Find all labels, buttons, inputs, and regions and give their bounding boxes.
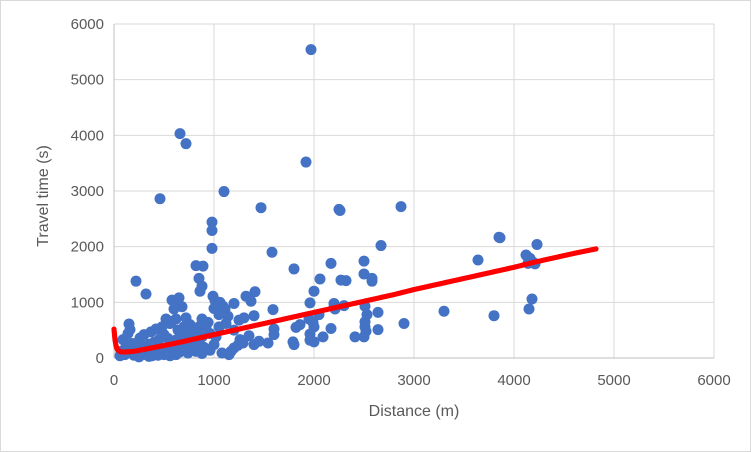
data-point [526, 293, 538, 305]
data-point [143, 350, 155, 362]
data-point [216, 347, 228, 359]
data-point [228, 297, 240, 309]
data-point [304, 328, 316, 340]
data-point [325, 322, 337, 334]
data-point [375, 240, 387, 252]
data-point [300, 156, 312, 168]
data-point [238, 312, 250, 324]
y-tick-label: 2000 [71, 239, 104, 256]
data-point [197, 260, 209, 272]
data-point [305, 44, 317, 56]
data-point [262, 337, 274, 349]
data-point [372, 324, 384, 336]
y-tick-label: 1000 [71, 294, 104, 311]
data-point [358, 255, 370, 267]
data-point [334, 204, 346, 216]
data-point [168, 303, 180, 315]
data-point [245, 295, 257, 307]
y-axis-title: Travel time (s) [35, 145, 52, 247]
data-point [180, 138, 192, 150]
observed-points [114, 44, 543, 363]
data-point [340, 275, 352, 287]
data-point [290, 321, 302, 333]
data-point [472, 254, 484, 266]
data-point [349, 331, 361, 343]
data-point [266, 246, 278, 258]
data-point [359, 316, 371, 328]
data-point [248, 339, 260, 351]
y-tick-label: 3000 [71, 183, 104, 200]
data-point [206, 242, 218, 254]
data-point [174, 128, 186, 140]
data-point [154, 193, 166, 205]
fitted-curve-points [111, 246, 599, 355]
fit-point [593, 246, 599, 252]
data-point [160, 313, 172, 325]
data-point [288, 339, 300, 351]
x-tick-label: 2000 [297, 372, 330, 389]
x-tick-label: 6000 [697, 372, 730, 389]
data-point [206, 216, 218, 228]
data-point [255, 202, 267, 214]
data-point [314, 273, 326, 285]
data-point [494, 232, 506, 244]
x-tick-label: 4000 [497, 372, 530, 389]
data-point [325, 257, 337, 269]
data-point [308, 285, 320, 297]
data-point [438, 305, 450, 317]
data-point [248, 310, 260, 322]
data-point [124, 324, 136, 336]
data-point [523, 303, 535, 315]
y-tick-label: 5000 [71, 72, 104, 89]
data-point [531, 238, 543, 250]
data-point [317, 331, 329, 343]
data-point [213, 309, 225, 321]
data-point [395, 201, 407, 213]
y-tick-label: 4000 [71, 127, 104, 144]
data-point [488, 310, 500, 322]
x-tick-label: 0 [110, 372, 118, 389]
y-tick-labels: 0 1000 2000 3000 4000 5000 6000 [71, 16, 104, 367]
x-axis-title: Distance (m) [369, 403, 460, 420]
data-point [372, 306, 384, 318]
data-point [194, 285, 206, 297]
data-point [133, 351, 145, 363]
gridlines [114, 23, 715, 358]
y-tick-label: 0 [96, 350, 104, 367]
data-point [172, 324, 184, 336]
data-point [243, 330, 255, 342]
data-point [218, 186, 230, 198]
data-point [206, 225, 218, 237]
data-point [288, 263, 300, 275]
data-point [358, 268, 370, 280]
data-point [249, 286, 261, 298]
axes [113, 24, 714, 359]
y-tick-label: 6000 [71, 16, 104, 33]
data-point [130, 275, 142, 287]
data-point [398, 317, 410, 329]
data-point [268, 329, 280, 341]
data-point [267, 304, 279, 316]
x-tick-labels: 0 1000 2000 3000 4000 5000 6000 [110, 372, 731, 389]
data-point [304, 297, 316, 309]
x-tick-label: 5000 [597, 372, 630, 389]
x-tick-label: 3000 [397, 372, 430, 389]
data-point [202, 316, 214, 328]
data-point [140, 288, 152, 300]
data-point [193, 321, 205, 333]
data-point [184, 319, 196, 331]
data-point [366, 275, 378, 287]
x-tick-label: 1000 [197, 372, 230, 389]
